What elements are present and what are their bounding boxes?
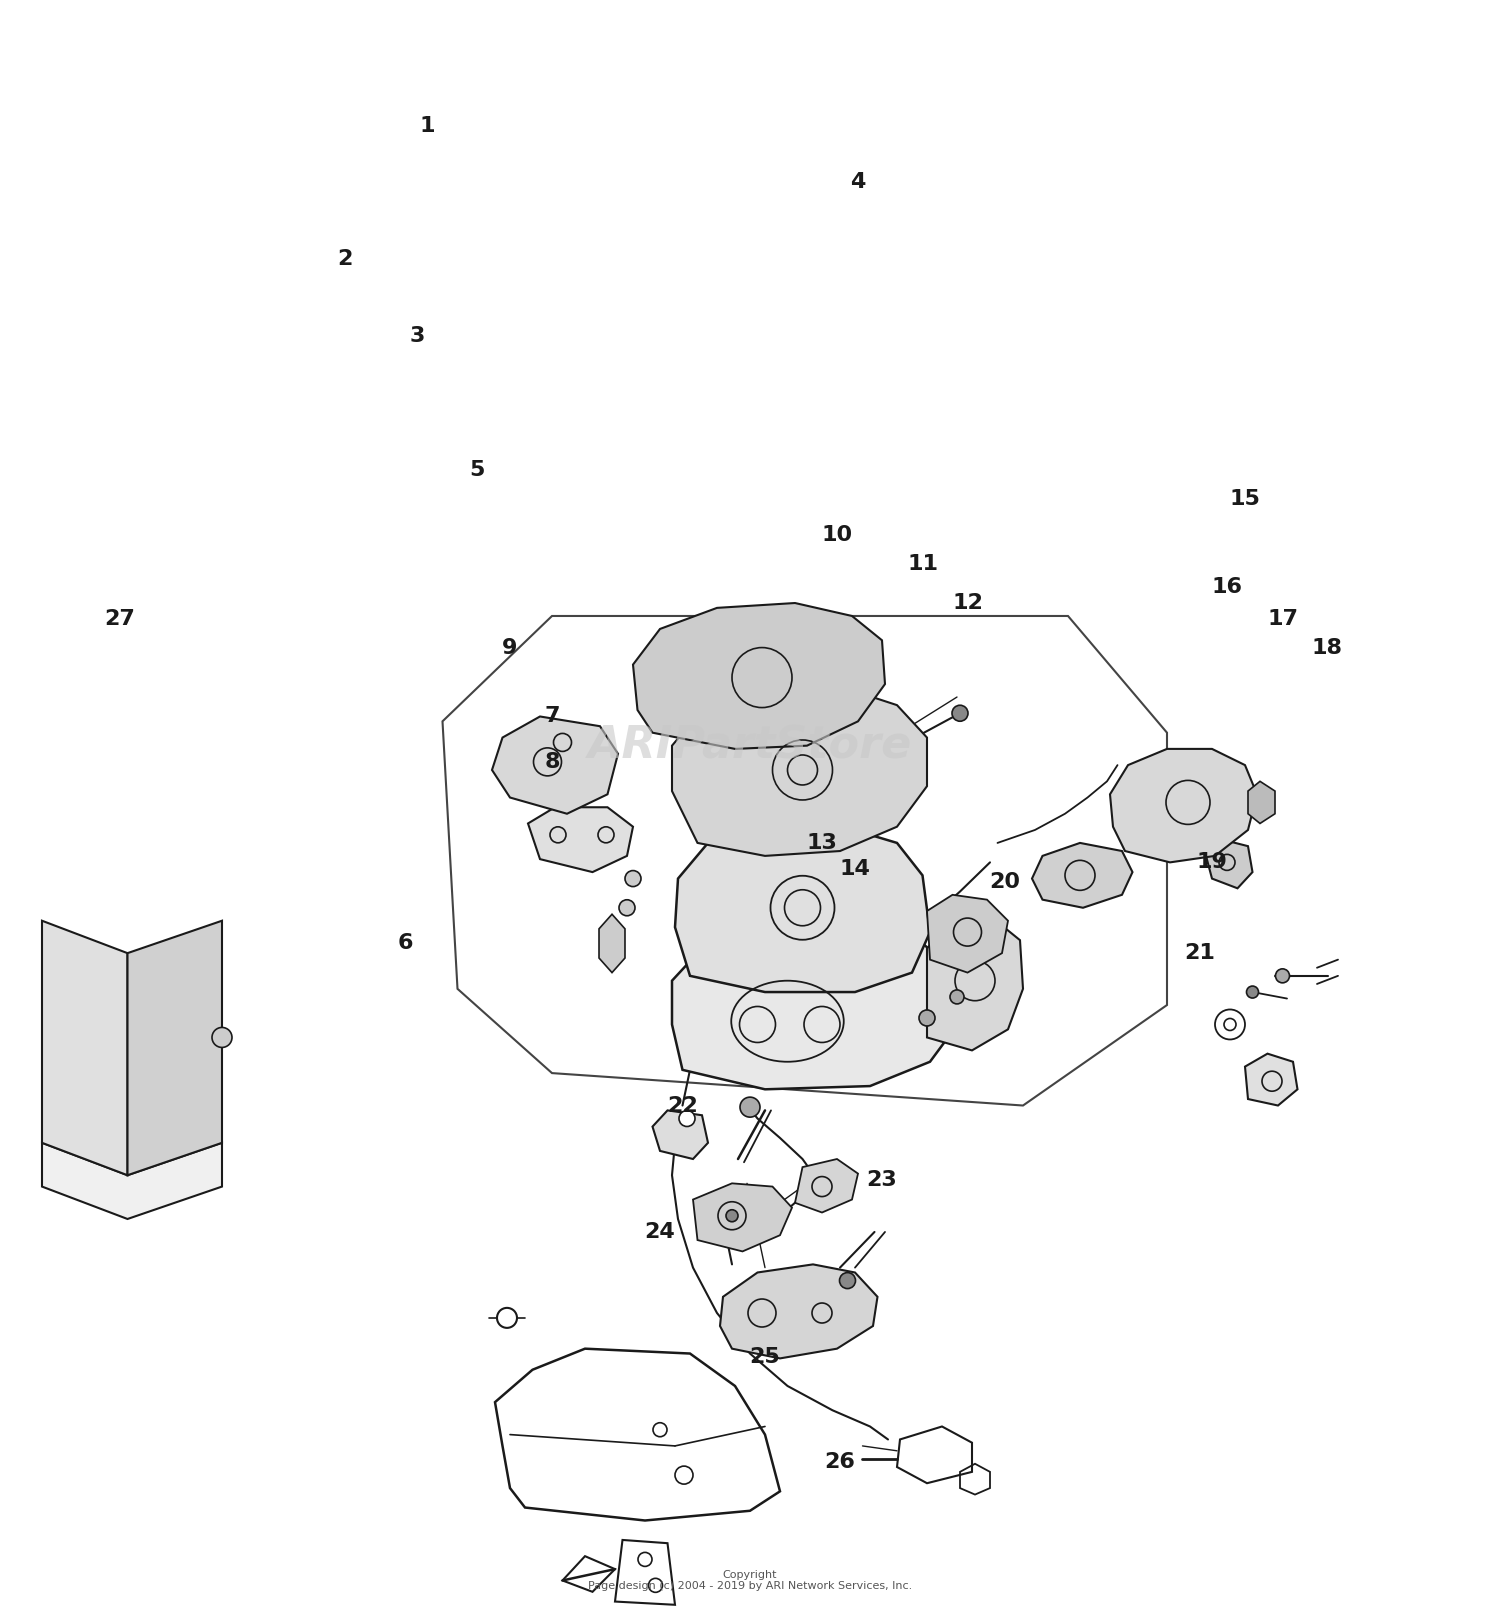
Text: 6: 6 (398, 934, 412, 953)
Text: 20: 20 (990, 872, 1020, 892)
Circle shape (740, 1097, 760, 1117)
Polygon shape (795, 1159, 858, 1213)
Text: 15: 15 (1230, 490, 1260, 509)
Text: 10: 10 (822, 525, 852, 545)
Polygon shape (598, 914, 625, 973)
Text: 5: 5 (470, 460, 484, 480)
Polygon shape (128, 921, 222, 1175)
Polygon shape (652, 1110, 708, 1159)
Text: 3: 3 (410, 326, 424, 345)
Circle shape (952, 705, 968, 721)
Circle shape (211, 1028, 232, 1047)
Polygon shape (927, 895, 1008, 973)
Text: 18: 18 (1312, 639, 1342, 658)
Text: 8: 8 (544, 752, 560, 772)
Circle shape (620, 900, 634, 916)
Text: 2: 2 (338, 250, 352, 269)
Text: 22: 22 (668, 1096, 698, 1115)
Text: 24: 24 (645, 1222, 675, 1242)
Text: ARIPartStore: ARIPartStore (588, 725, 912, 767)
Circle shape (496, 1308, 517, 1328)
Polygon shape (1206, 840, 1252, 888)
Text: 19: 19 (1197, 853, 1227, 872)
Circle shape (840, 1272, 855, 1289)
Circle shape (950, 990, 964, 1003)
Text: 16: 16 (1212, 577, 1242, 597)
Text: 17: 17 (1268, 609, 1298, 629)
Polygon shape (672, 689, 927, 856)
Polygon shape (492, 716, 618, 814)
Polygon shape (675, 827, 930, 992)
Circle shape (920, 1010, 934, 1026)
Polygon shape (42, 921, 128, 1175)
Polygon shape (1110, 749, 1257, 862)
Circle shape (1246, 986, 1258, 999)
Text: 27: 27 (105, 609, 135, 629)
Circle shape (726, 1209, 738, 1222)
Text: 26: 26 (825, 1452, 855, 1472)
Text: 11: 11 (908, 554, 938, 574)
Text: 4: 4 (850, 172, 865, 191)
Polygon shape (927, 916, 1023, 1050)
Polygon shape (693, 1183, 792, 1251)
Text: Copyright
Page design (c) 2004 - 2019 by ARI Network Services, Inc.: Copyright Page design (c) 2004 - 2019 by… (588, 1569, 912, 1592)
Text: 1: 1 (420, 117, 435, 136)
Polygon shape (42, 1143, 222, 1219)
Circle shape (626, 870, 640, 887)
Polygon shape (1248, 781, 1275, 823)
Polygon shape (1245, 1054, 1298, 1106)
Circle shape (1275, 969, 1290, 982)
Text: 14: 14 (840, 859, 870, 879)
Polygon shape (528, 807, 633, 872)
Text: 25: 25 (750, 1347, 780, 1367)
Polygon shape (672, 932, 960, 1089)
Circle shape (680, 1110, 694, 1127)
Text: 23: 23 (867, 1170, 897, 1190)
Text: 12: 12 (952, 593, 982, 613)
Polygon shape (1032, 843, 1132, 908)
Text: 9: 9 (503, 639, 518, 658)
Polygon shape (633, 603, 885, 749)
Text: 7: 7 (544, 707, 560, 726)
Text: 13: 13 (807, 833, 837, 853)
Text: 21: 21 (1185, 943, 1215, 963)
Polygon shape (720, 1264, 878, 1358)
